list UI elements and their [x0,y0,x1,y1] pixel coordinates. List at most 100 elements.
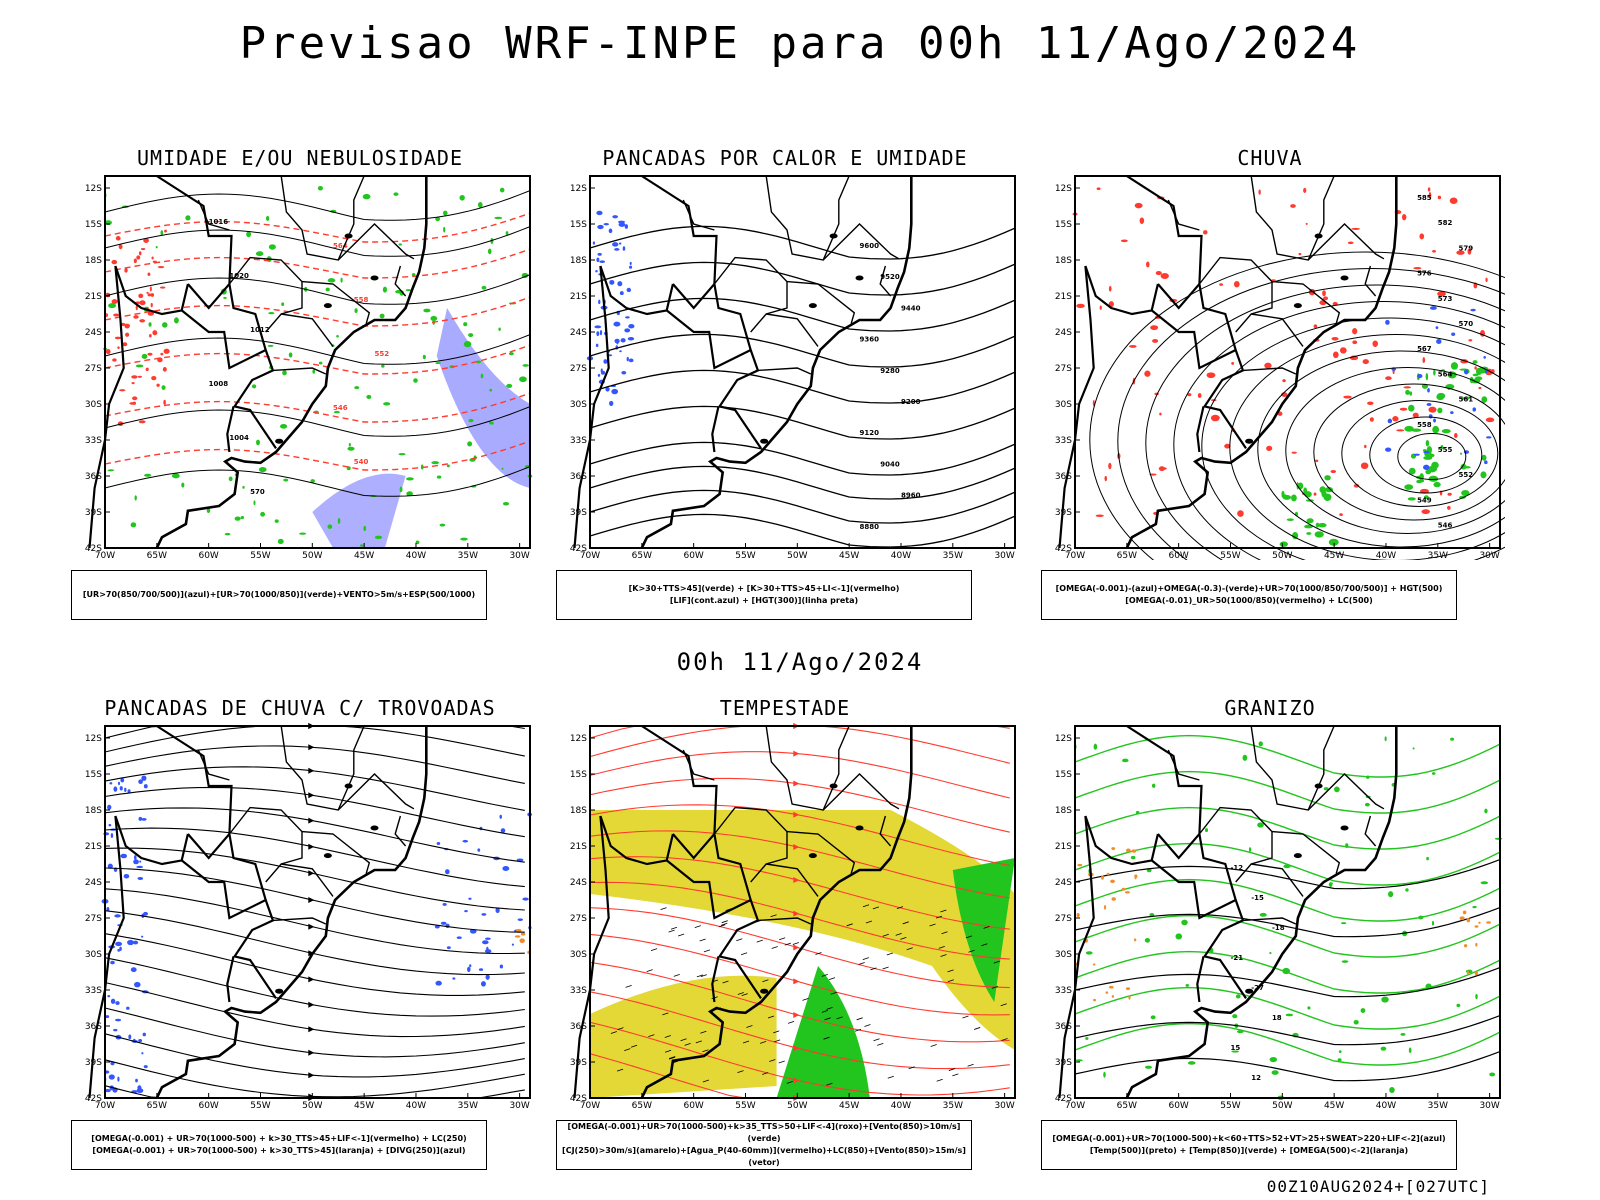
streamline [104,867,525,933]
rain-red-blob [1352,328,1358,335]
lon-tick-label: 55W [1220,1101,1240,1110]
rain-blue-blob [1436,339,1442,344]
panel-title: TEMPESTADE [719,696,851,720]
lif-contour-blob [629,261,632,265]
divergence-blob [138,1039,143,1043]
rain-green-blob [1474,376,1483,381]
wind-vector [669,1056,676,1059]
rain-green-blob [1423,495,1429,500]
lif-contour-blob [618,222,626,227]
red-contour-blob [164,229,167,233]
green-contour-blob [443,226,446,233]
wind-vector [694,925,701,928]
lat-tick-label: 36S [570,1022,587,1032]
wind-vector [680,1038,687,1042]
country-border [1084,265,1159,316]
green-contour-blob [1204,828,1209,833]
wind-vector [896,906,904,910]
lon-tick-label: 60W [683,1101,703,1110]
orange-blob [1092,963,1096,966]
red-contour-blob [147,311,154,316]
lake-shape [1340,275,1349,281]
wind-vector [718,924,726,928]
orange-blob [1125,987,1131,991]
green-contour-blob [1465,969,1473,974]
red-contour-blob [140,247,146,251]
divergence-blob [138,779,143,784]
rain-green-blob [1405,389,1410,395]
green-contour-blob [498,327,501,331]
plot-frame [104,175,531,549]
rain-green-blob [1460,463,1467,470]
lon-tick-label: 45W [1324,1101,1344,1110]
country-border [641,725,718,860]
panel-pancadas-calor: PANCADAS POR CALOR E UMIDADE 9600 9520 944… [540,146,1030,626]
red-contour-blob [147,272,151,277]
panel-title: CHUVA [1237,146,1303,170]
divergence-blob [138,816,143,821]
lat-tick-label: 42S [1055,544,1072,554]
divergence-blob [467,966,471,973]
lat-tick-label: 30S [1055,950,1072,960]
green-contour-blob [234,516,241,521]
divergence-blob [495,907,500,913]
rain-red-blob [1369,417,1374,422]
lon-tick-label: 40W [891,551,911,560]
country-border [599,265,674,316]
contour-label: 564 [1438,370,1453,378]
lat-tick-label: 33S [570,986,587,996]
contour-label: 567 [1417,345,1432,353]
lat-tick-label: 12S [85,734,102,744]
red-contour-blob [111,299,118,304]
red-contour-blob [132,396,138,401]
lake-shape [808,303,817,309]
rain-red-blob [1271,279,1276,282]
green-contour-blob [1323,787,1329,791]
divergence-blob [115,1018,122,1022]
green-contour-blob [1085,1036,1089,1040]
wind-vector [700,1030,707,1034]
rain-green-blob [1318,522,1327,528]
rain-green-blob [1475,367,1483,376]
red-contour-blob [143,238,149,244]
green-contour-blob [160,230,164,236]
rain-blue-blob [1429,306,1437,310]
height-contour [589,513,1016,548]
streamline-arrow [793,750,800,757]
red-contour-blob [131,375,138,379]
lat-tick-label: 15S [1055,220,1072,230]
wind-vector [767,1015,775,1019]
lat-tick-label: 42S [570,544,587,554]
green-contour-blob [246,231,252,238]
country-border [1126,175,1203,310]
rain-green-blob [1425,439,1430,447]
temp500-contour [1074,907,1501,938]
green-contour-blob [499,187,505,193]
green-contour-blob [280,423,288,429]
panel-title: PANCADAS POR CALOR E UMIDADE [602,146,968,170]
rain-blue-blob [1433,418,1436,423]
green-contour-blob [108,303,117,309]
rain-blue-blob [1464,369,1469,375]
green-contour-blob [268,244,276,250]
rain-blue-blob [1426,402,1432,406]
green-contour-blob [1381,996,1389,1003]
wind-vector [967,1063,974,1067]
pressure-contour [104,406,531,437]
rain-red-blob [1401,214,1407,221]
state-border [281,313,334,347]
plot-frame [589,175,1016,549]
rain-red-blob [1437,291,1446,297]
country-border [226,406,235,453]
temp850-contour [1074,806,1501,850]
streamline [104,933,525,996]
state-border [1307,773,1385,811]
green-contour-blob [1282,967,1291,975]
height-contour [1229,334,1505,560]
lif-contour-blob [608,228,613,234]
lat-tick-label: 24S [1055,328,1072,338]
wind-vector [771,946,778,949]
streamline-arrow [793,811,800,818]
orange-blob [1110,879,1115,884]
divergence-blob [113,1028,118,1032]
